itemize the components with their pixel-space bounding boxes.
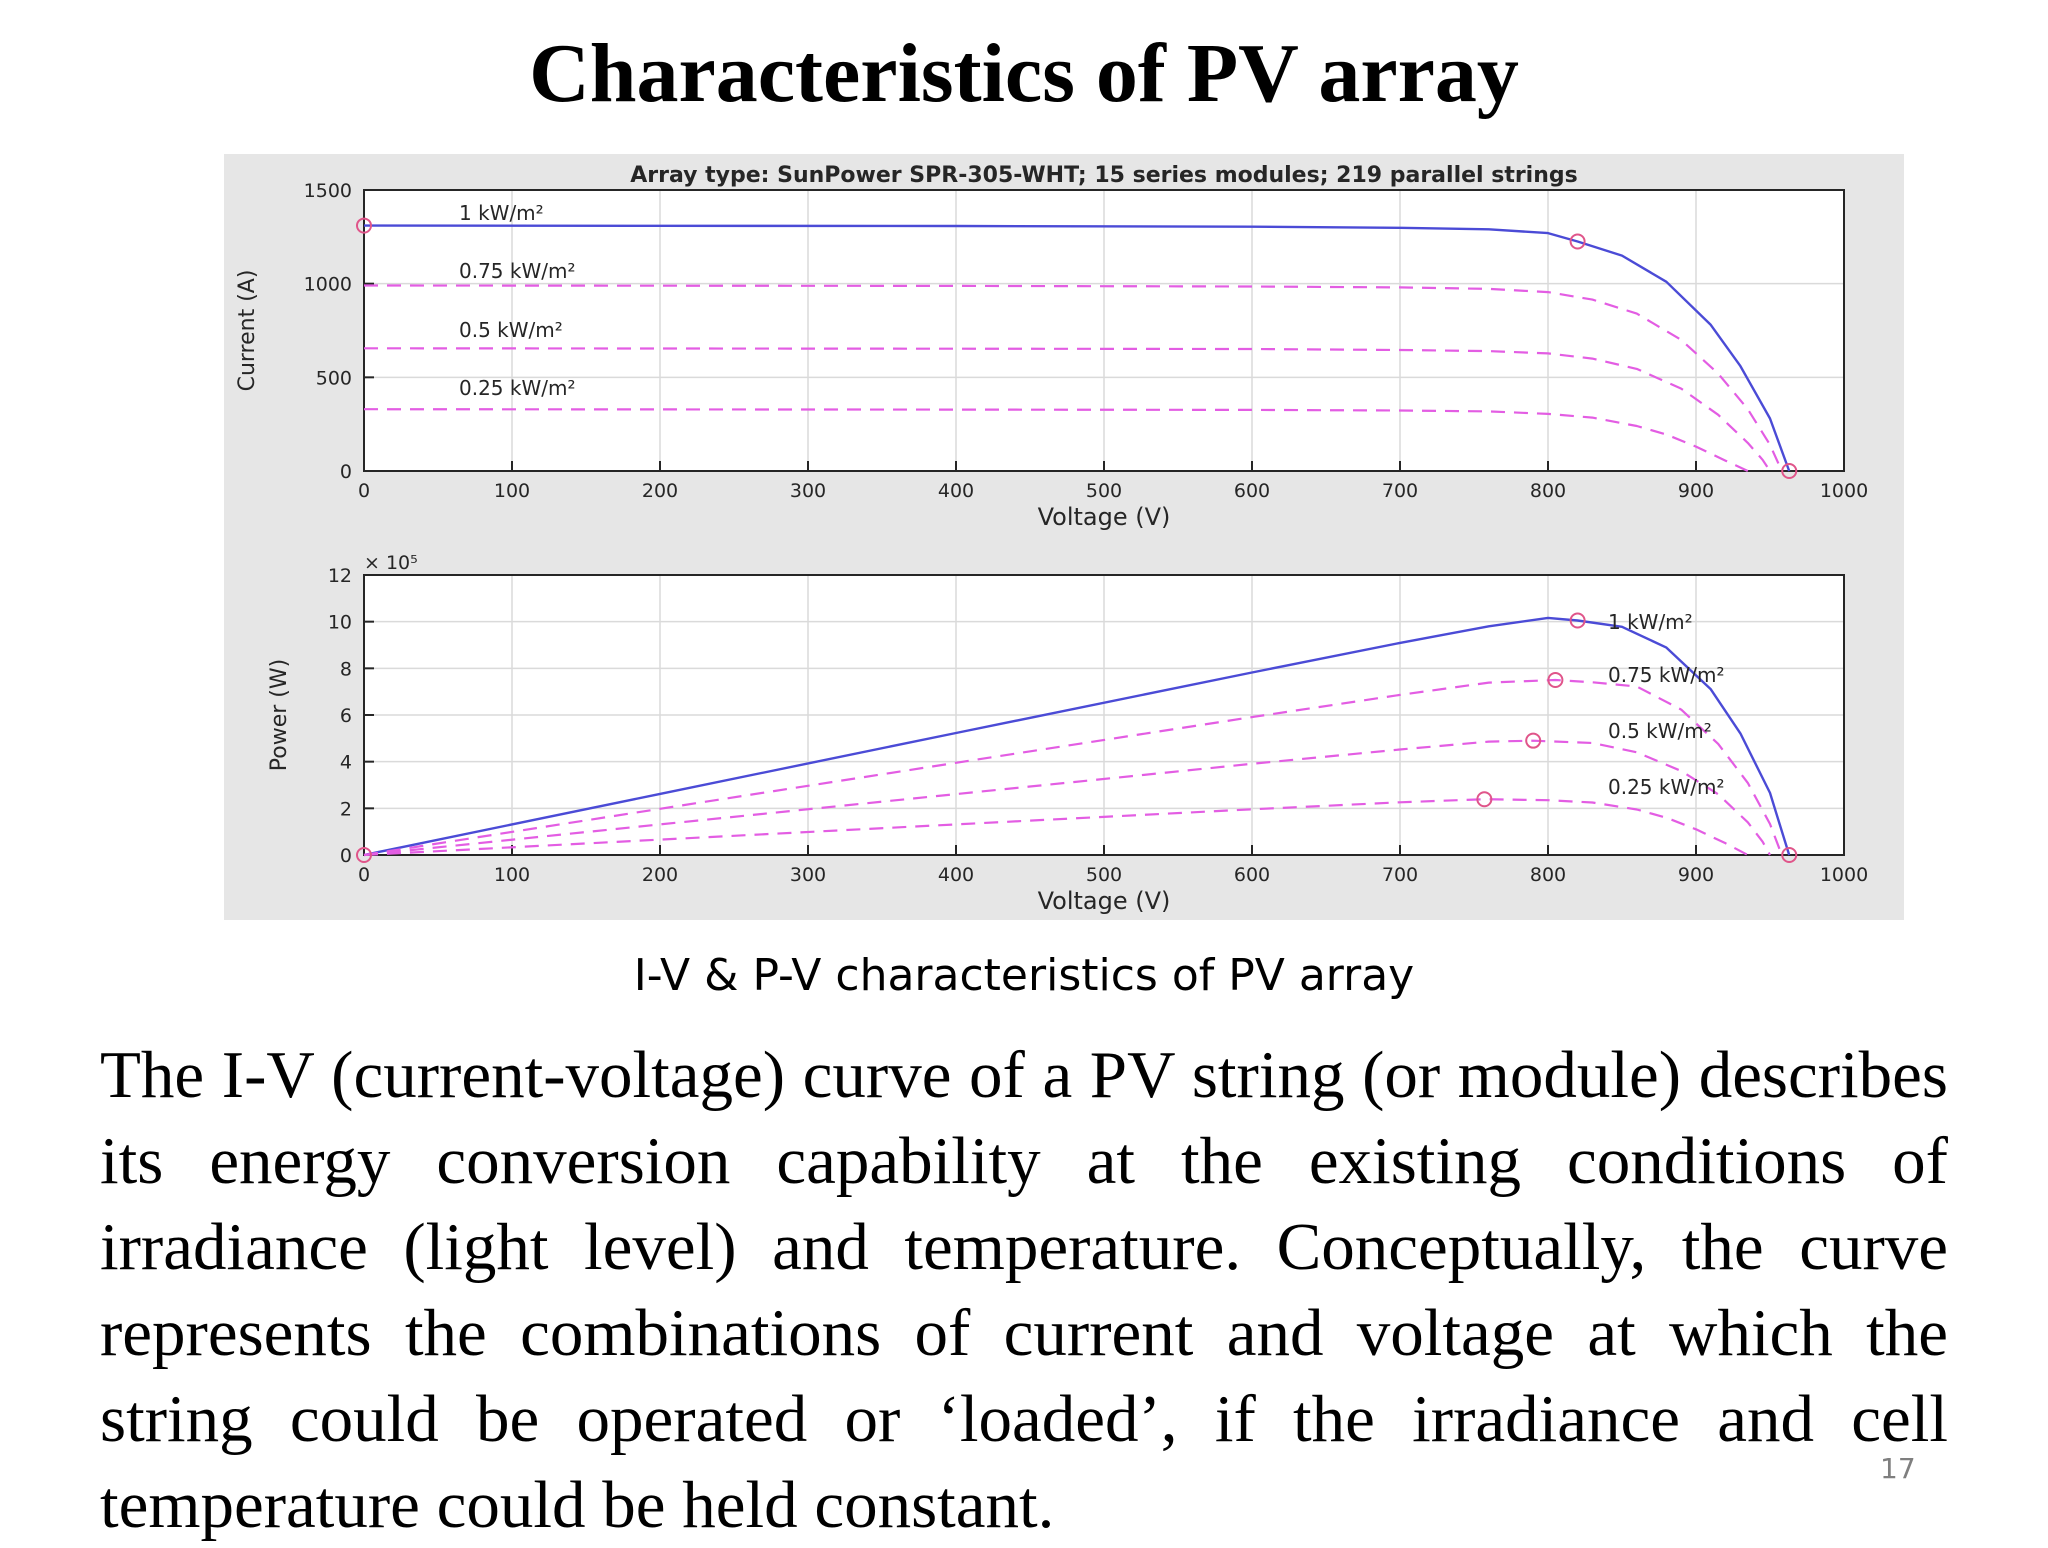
series-line: [363, 798, 1749, 857]
x-tick-label: 1000: [1820, 480, 1868, 502]
y-tick-label: 0: [340, 845, 352, 867]
y-tick-label: 6: [340, 705, 352, 727]
y-tick-label: 1000: [304, 274, 352, 296]
data-marker: [356, 217, 372, 234]
x-tick-label: 900: [1678, 480, 1714, 502]
y-axis-multiplier: × 10⁵: [364, 552, 418, 574]
series-label: 0.25 kW/m²: [1608, 775, 1724, 799]
y-tick-label: 1500: [304, 180, 352, 202]
body-paragraph: The I-V (current-voltage) curve of a PV …: [100, 1038, 1948, 1542]
x-tick-label: 400: [938, 480, 974, 502]
slide-title: Characteristics of PV array: [529, 27, 1519, 120]
series-label: 0.75 kW/m²: [459, 259, 575, 283]
chart-figure: 0 100 200 300 400 500 600 700 800 900 100005001000…: [235, 163, 1868, 915]
x-axis-label: Voltage (V): [1038, 887, 1171, 915]
x-tick-label: 400: [938, 864, 974, 886]
y-tick-label: 4: [340, 752, 352, 774]
data-marker: [1569, 612, 1586, 629]
x-tick-label: 800: [1530, 480, 1566, 502]
figure-caption: I-V & P-V characteristics of PV array: [633, 950, 1415, 1001]
x-tick-label: 500: [1086, 480, 1122, 502]
series-label: 1 kW/m²: [1608, 610, 1693, 634]
data-marker: [1476, 791, 1493, 808]
data-marker: [1781, 463, 1798, 479]
chart-title: Array type: SunPower SPR-305-WHT; 15 ser…: [630, 163, 1577, 188]
x-tick-label: 900: [1678, 864, 1714, 886]
figure-panel: 0 100 200 300 400 500 600 700 800 900 1000 0 500 1000…: [224, 154, 1904, 920]
x-tick-label: 700: [1382, 480, 1418, 502]
series-line: [363, 616, 1791, 857]
y-axis-label: Power (W): [267, 659, 292, 771]
x-tick-label: 500: [1086, 864, 1122, 886]
series-line: [363, 408, 1749, 472]
series-line: [363, 347, 1771, 472]
x-tick-label: 300: [790, 480, 826, 502]
y-tick-label: 500: [316, 367, 352, 389]
data-marker: [356, 847, 372, 863]
x-tick-label: 300: [790, 864, 826, 886]
series-line: [363, 224, 1791, 472]
series-line: [363, 678, 1783, 857]
page-number: 17: [1880, 1452, 1916, 1485]
x-tick-label: 200: [642, 480, 678, 502]
x-axis-label: Voltage (V): [1038, 503, 1171, 531]
y-tick-label: 0: [340, 461, 352, 483]
series-label: 0.5 kW/m²: [459, 318, 563, 342]
series-label: 0.5 kW/m²: [1608, 719, 1712, 743]
data-marker: [1569, 233, 1586, 250]
series-label: 0.25 kW/m²: [459, 376, 575, 400]
y-tick-label: 8: [340, 658, 352, 680]
x-tick-label: 100: [494, 480, 530, 502]
y-axis-label: Current (A): [235, 270, 260, 392]
x-tick-label: 0: [358, 480, 370, 502]
x-tick-label: 800: [1530, 864, 1566, 886]
x-tick-label: 700: [1382, 864, 1418, 886]
data-marker: [1547, 672, 1564, 688]
series-label: 0.75 kW/m²: [1608, 663, 1724, 687]
y-tick-label: 12: [328, 565, 352, 587]
x-tick-label: 600: [1234, 480, 1270, 502]
y-tick-label: 10: [328, 612, 352, 634]
series-label: 1 kW/m²: [459, 201, 544, 225]
series-line: [363, 739, 1771, 857]
data-marker: [1781, 847, 1798, 863]
series-line: [363, 284, 1783, 472]
data-marker: [1525, 732, 1542, 749]
y-tick-label: 2: [340, 798, 352, 820]
x-tick-label: 600: [1234, 864, 1270, 886]
x-tick-label: 200: [642, 864, 678, 886]
x-tick-label: 0: [358, 864, 370, 886]
x-tick-label: 100: [494, 864, 530, 886]
x-tick-label: 1000: [1820, 864, 1868, 886]
